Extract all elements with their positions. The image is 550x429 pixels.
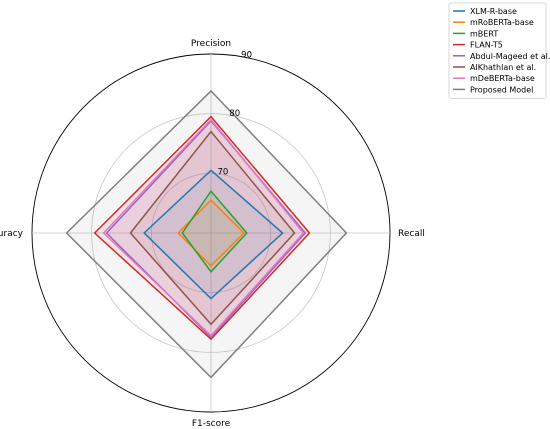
series-line <box>65 89 348 379</box>
radial-tick-labels: 70 80 90 <box>217 51 252 178</box>
series-line <box>93 115 311 341</box>
series-fill <box>130 131 295 325</box>
legend-label: XLM-R-base <box>470 7 517 16</box>
legend-box <box>448 2 547 99</box>
axis-label: Recall <box>398 229 425 239</box>
series-line <box>181 190 248 273</box>
axis-label: Precision <box>191 39 231 49</box>
radial-tick-label: 70 <box>217 168 228 178</box>
series-line <box>102 118 305 337</box>
series-fill <box>66 90 347 378</box>
radial-tick-label: 80 <box>229 109 240 119</box>
series-lines <box>65 89 348 379</box>
legend-label: mBERT <box>470 29 498 38</box>
legend: XLM-R-base mRoBERTa-base mBERT FLAN-T5 Abdul… <box>448 2 550 99</box>
axis-labels: Precision Recall F1-score Accuracy <box>0 39 425 429</box>
legend-label: mRoBERTa-base <box>470 18 534 27</box>
series-fill <box>94 116 310 340</box>
legend-label: AlKhathlan et al. <box>470 63 536 72</box>
series-line <box>143 169 284 300</box>
series-fill <box>182 191 247 272</box>
radial-tick-label: 90 <box>241 51 252 61</box>
radar-grid <box>31 53 391 413</box>
legend-label: Proposed Model <box>470 85 533 94</box>
series-line <box>129 130 296 326</box>
legend-label: Abdul-Mageed et al. <box>470 52 550 61</box>
legend-label: mDeBERTa-base <box>470 74 535 83</box>
legend-label: FLAN-T5 <box>470 41 503 50</box>
series-fill <box>103 119 304 336</box>
axis-label: Accuracy <box>0 229 24 239</box>
axis-label: F1-score <box>192 419 231 429</box>
